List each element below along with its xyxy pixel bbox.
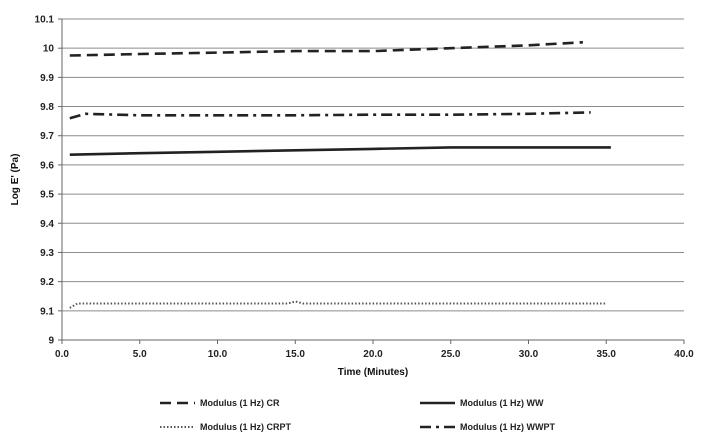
y-tick-label: 9.2 [40, 277, 54, 288]
legend-label-3: Modulus (1 Hz) CRPT [200, 422, 291, 432]
y-tick-label: 10 [43, 44, 55, 55]
series-line-3 [69, 300, 607, 309]
y-tick-label: 9.4 [40, 219, 54, 230]
y-tick-label: 9.1 [40, 306, 54, 317]
legend-label-4: Modulus (1 Hz) WWPT [460, 422, 555, 432]
x-tick-label: 30.0 [519, 349, 539, 360]
x-tick-label: 25.0 [441, 349, 461, 360]
legend-label-1: Modulus (1 Hz) CR [200, 398, 280, 408]
series-line-2 [69, 146, 611, 156]
y-tick-label: 9.6 [40, 160, 54, 171]
y-tick-label: 9 [48, 336, 54, 347]
y-axis-title: Log E' (Pa) [10, 154, 21, 206]
x-tick-label: 0.0 [55, 349, 69, 360]
x-tick-label: 40.0 [674, 349, 694, 360]
x-tick-label: 20.0 [363, 349, 383, 360]
x-tick-label: 35.0 [597, 349, 617, 360]
series-line-1 [69, 41, 583, 57]
axes [58, 18, 685, 344]
y-tick-label: 9.7 [40, 131, 54, 142]
legend: Modulus (1 Hz) CR Modulus (1 Hz) WW Modulu… [160, 398, 555, 432]
x-axis-title: Time (Minutes) [338, 367, 408, 378]
y-tick-label: 9.8 [40, 102, 54, 113]
series-line-4 [69, 111, 591, 120]
y-tick-label: 9.5 [40, 190, 54, 201]
y-tick-label: 9.9 [40, 73, 54, 84]
y-tick-label: 10.1 [35, 15, 55, 26]
x-tick-label: 5.0 [133, 349, 147, 360]
legend-label-2: Modulus (1 Hz) WW [460, 398, 544, 408]
tick-labels: 9 9.1 9.2 9.3 9.4 9.5 9.6 9.7 9.8 9.9 10 10.1 0.0 5.0… [35, 15, 695, 361]
series-lines [69, 41, 611, 309]
gridlines [62, 18, 684, 341]
x-tick-label: 15.0 [286, 349, 306, 360]
x-tick-label: 10.0 [208, 349, 228, 360]
y-tick-label: 9.3 [40, 248, 54, 259]
